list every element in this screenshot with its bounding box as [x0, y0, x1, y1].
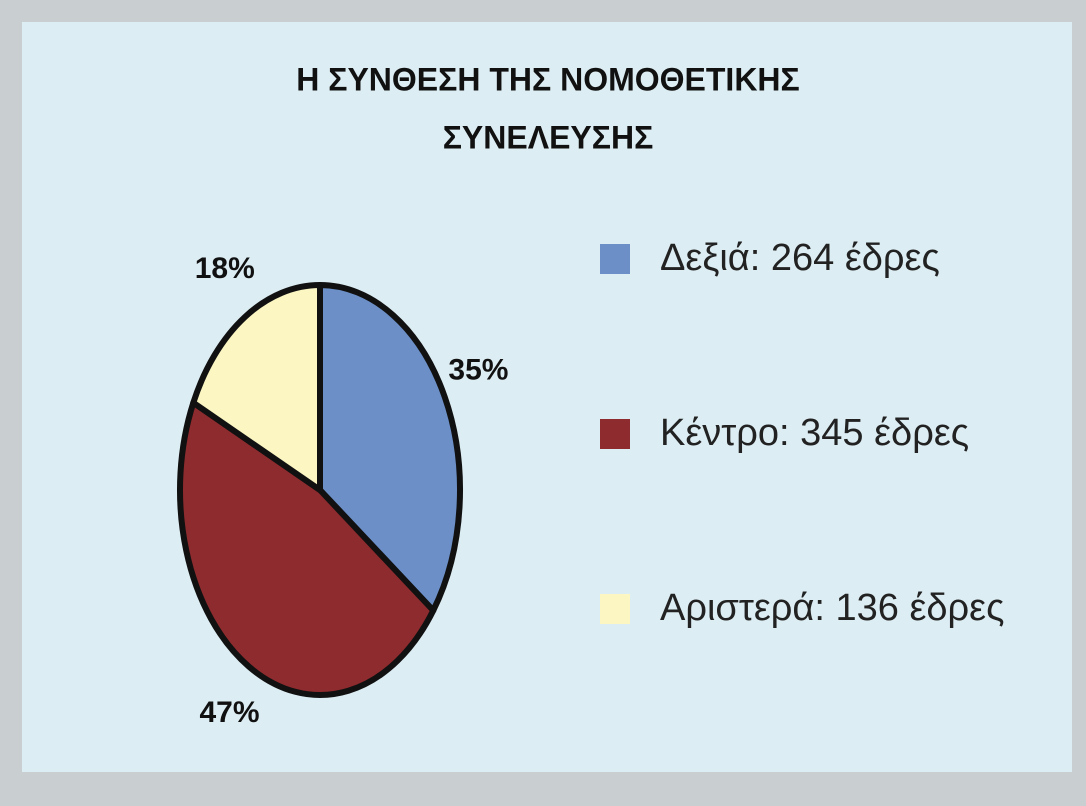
- legend-swatch: [600, 594, 630, 624]
- slice-label: 35%: [448, 354, 508, 387]
- chart-title: Η ΣΥΝΘΕΣΗ ΤΗΣ ΝΟΜΟΘΕΤΙΚΗΣ: [296, 61, 799, 97]
- legend-swatch: [600, 419, 630, 449]
- legend-label: Κέντρο: 345 έδρες: [660, 412, 969, 454]
- legend-swatch: [600, 244, 630, 274]
- slice-label: 47%: [199, 696, 259, 729]
- legend-label: Δεξιά: 264 έδρες: [660, 237, 940, 279]
- slice-label: 18%: [195, 252, 255, 285]
- pie-slice: [190, 282, 323, 493]
- legend-label: Αριστερά: 136 έδρες: [660, 587, 1004, 629]
- pie-slice: [317, 282, 463, 614]
- chart-title: ΣΥΝΕΛΕΥΣΗΣ: [443, 119, 654, 155]
- pie-slice: [177, 399, 437, 698]
